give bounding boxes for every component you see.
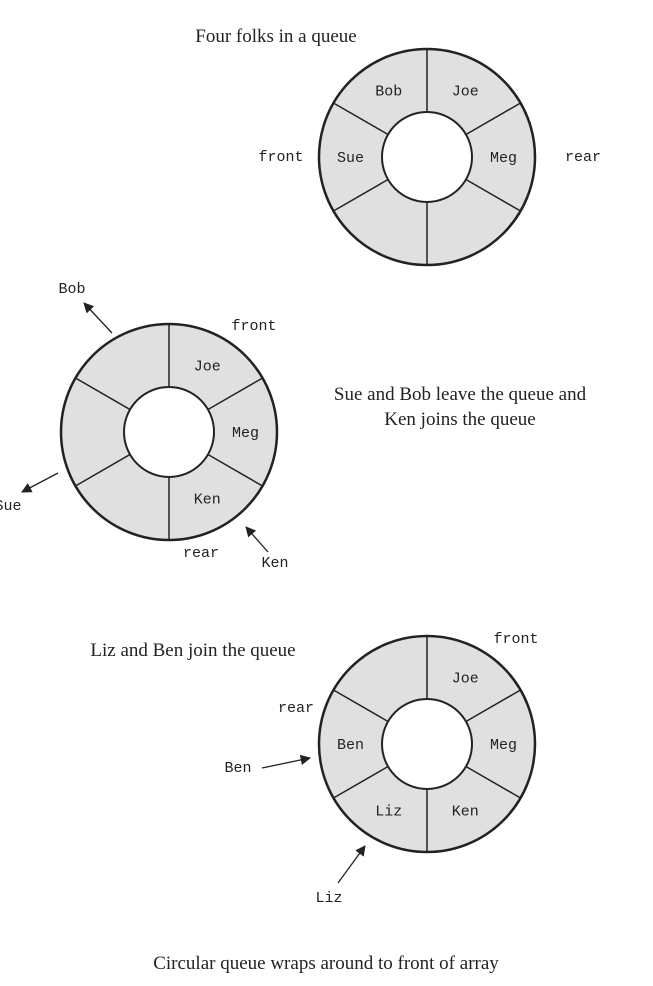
diagram-1-slot-divider bbox=[465, 178, 521, 212]
diagram-3-rear-label: rear bbox=[278, 700, 314, 717]
diagram-2-leaving-bob-label: Bob bbox=[58, 281, 85, 298]
diagram-1-slot-divider bbox=[333, 178, 389, 212]
diagram-2-caption-line2: Ken joins the queue bbox=[384, 409, 535, 430]
diagram-1-inner-circle bbox=[381, 111, 473, 203]
diagram-1-slot-top-left: Bob bbox=[375, 84, 402, 101]
diagram-1-caption: Four folks in a queue bbox=[195, 26, 356, 47]
footer-caption: Circular queue wraps around to front of … bbox=[153, 953, 499, 974]
diagram-2-slot-top-right: Joe bbox=[194, 359, 221, 376]
diagram-1-rear-label: rear bbox=[565, 149, 601, 166]
diagram-2-rear-label: rear bbox=[183, 545, 219, 562]
diagram-1: Four folks in a queue Joe Meg Sue Bob front… bbox=[195, 26, 601, 267]
diagram-3-slot-left: Ben bbox=[337, 737, 364, 754]
diagram-2-joining-ken-label: Ken bbox=[261, 555, 288, 572]
diagram-2-joining-ken-arrow bbox=[245, 526, 269, 553]
diagram-2-front-label: front bbox=[231, 318, 276, 335]
diagram-2-slot-bottom-right: Ken bbox=[194, 491, 221, 508]
diagram-3-front-label: front bbox=[493, 631, 538, 648]
diagram-1-slot-divider bbox=[465, 102, 521, 136]
diagram-3-slot-top-right: Joe bbox=[452, 671, 479, 688]
diagram-3-slot-divider bbox=[465, 689, 521, 723]
diagram-2-slot-divider bbox=[207, 377, 263, 411]
diagram-2-inner-circle bbox=[123, 386, 215, 478]
diagram-2: Joe Meg Ken Sue and Bob leave the queue an… bbox=[0, 281, 587, 572]
diagram-3-slot-bottom-right: Ken bbox=[452, 803, 479, 820]
diagram-2-slot-divider bbox=[207, 453, 263, 487]
diagram-3-ring: Joe Meg Ken Liz Ben bbox=[317, 634, 537, 854]
diagram-2-caption-line1: Sue and Bob leave the queue and bbox=[334, 384, 587, 405]
diagram-3-slot-divider bbox=[465, 765, 521, 799]
diagram-2-leaving-sue-arrow bbox=[21, 472, 59, 493]
diagram-3-joining-ben-label: Ben bbox=[224, 760, 251, 777]
diagram-2-ring: Joe Meg Ken bbox=[59, 322, 279, 542]
diagram-1-slot-left: Sue bbox=[337, 150, 364, 167]
diagram-1-ring: Joe Meg Sue Bob bbox=[317, 47, 537, 267]
diagram-3-joining-ben-arrow bbox=[261, 754, 312, 769]
diagram-2-slot-right: Meg bbox=[232, 425, 259, 442]
diagram-1-front-label: front bbox=[258, 149, 303, 166]
diagram-3-slot-right: Meg bbox=[490, 737, 517, 754]
diagram-2-slot-divider bbox=[75, 377, 131, 411]
diagram-2-leaving-sue-label: Sue bbox=[0, 498, 22, 515]
diagram-2-slot-divider bbox=[75, 453, 131, 487]
diagram-3-inner-circle bbox=[381, 698, 473, 790]
diagram-1-slot-top-right: Joe bbox=[452, 84, 479, 101]
diagram-1-slot-divider bbox=[333, 102, 389, 136]
diagram-1-slot-right: Meg bbox=[490, 150, 517, 167]
diagram-3-caption: Liz and Ben join the queue bbox=[90, 640, 295, 661]
diagram-3-slot-bottom-left: Liz bbox=[375, 803, 402, 820]
diagram-3: Liz and Ben join the queue Joe Meg Ken Liz B… bbox=[90, 631, 538, 907]
diagram-3-joining-liz-arrow bbox=[337, 845, 366, 884]
diagram-3-joining-liz-label: Liz bbox=[315, 890, 342, 907]
diagram-3-slot-divider bbox=[333, 765, 389, 799]
diagram-2-leaving-bob-arrow bbox=[83, 302, 113, 334]
diagram-3-slot-divider bbox=[333, 689, 389, 723]
